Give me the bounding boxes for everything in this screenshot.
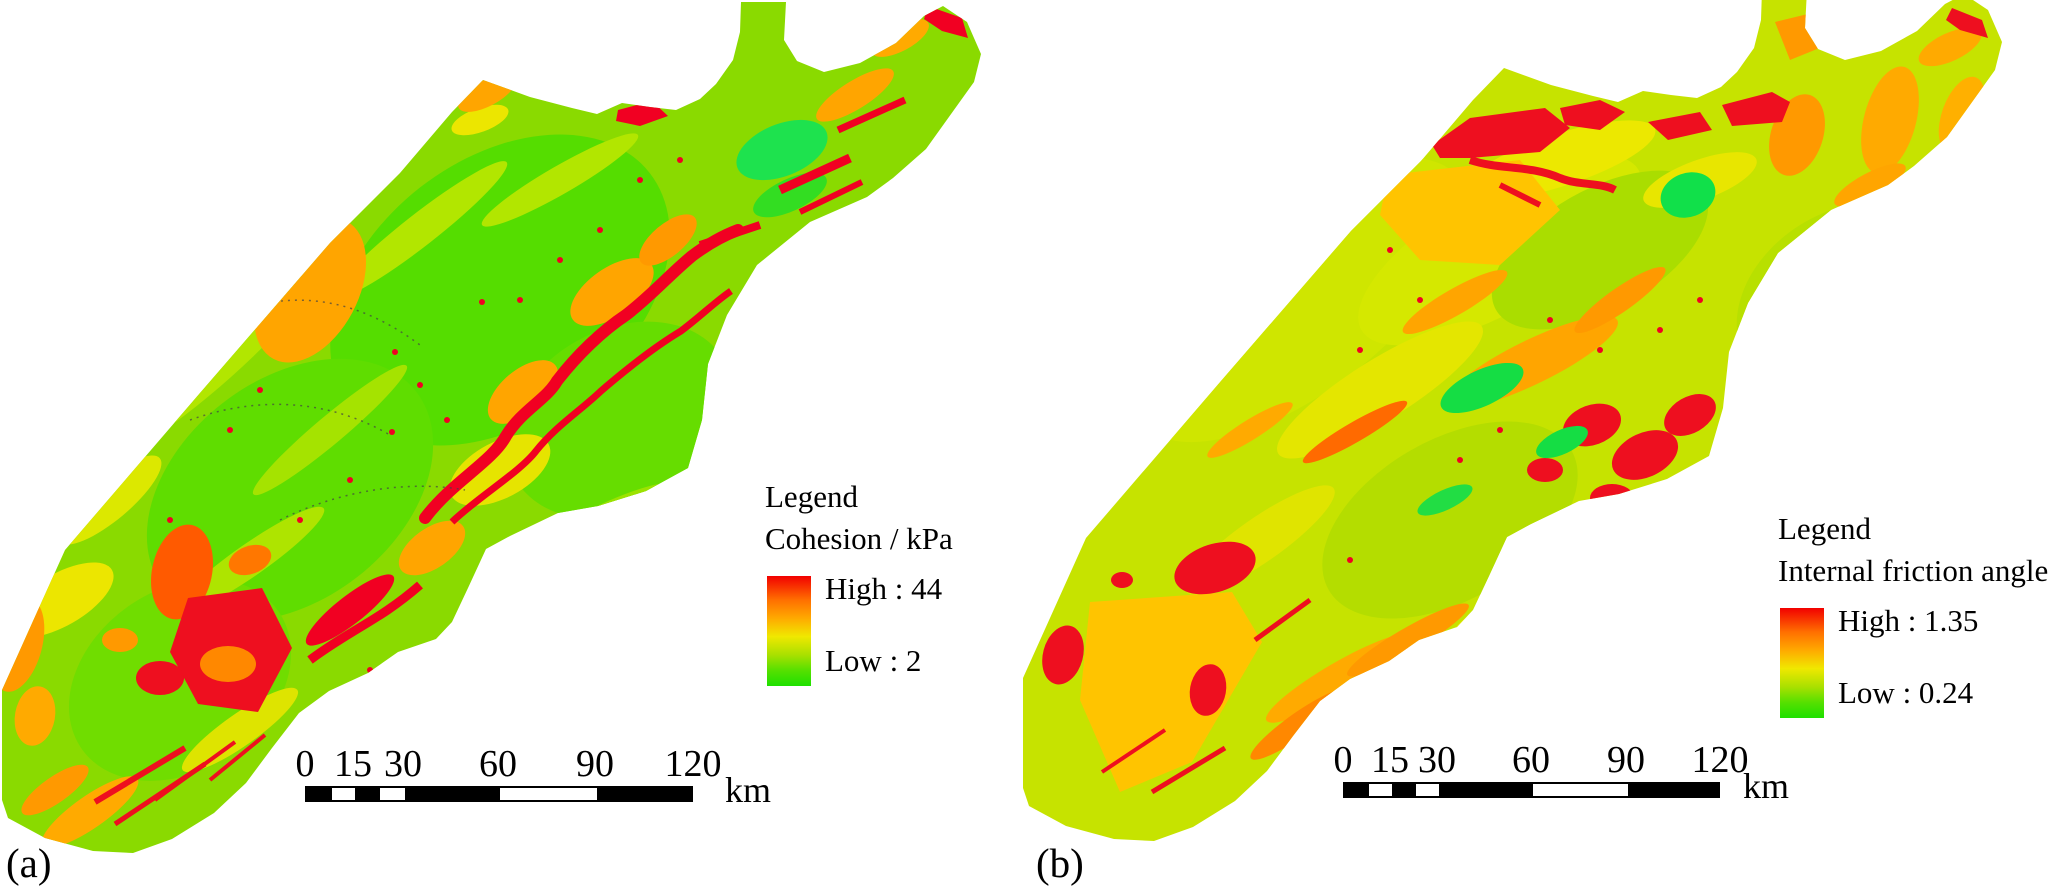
legend-a-color-ramp: [767, 576, 811, 686]
scale-b-unit: km: [1743, 766, 1790, 806]
scale-b-tick-60: 60: [1512, 739, 1550, 781]
legend-b-title: Legend: [1778, 511, 1871, 546]
scale-a-tick-0: 0: [295, 743, 315, 785]
scale-b-tick-120: 120: [1691, 739, 1749, 781]
scale-b-tick-90: 90: [1607, 739, 1645, 781]
scale-b-tick-30: 30: [1418, 739, 1456, 781]
scale-b-tick-15: 15: [1371, 739, 1409, 781]
panel-b-label: (b): [1036, 840, 1084, 886]
scale-a-tick-120: 120: [664, 743, 722, 785]
legend-a-low-label: Low : 2: [825, 643, 922, 678]
scale-b-tick-0: 0: [1333, 739, 1353, 781]
legend-a-high-label: High : 44: [825, 571, 943, 606]
legend-b: Legend Internal friction angle High : 1.…: [1778, 508, 2048, 724]
scale-a-tick-90: 90: [576, 743, 614, 785]
scale-a-tick-30: 30: [384, 743, 422, 785]
scale-a-bar: [305, 786, 693, 802]
legend-b-high-label: High : 1.35: [1838, 603, 1979, 638]
legend-a-title: Legend: [765, 479, 858, 514]
panel-a-label: (a): [6, 840, 52, 886]
legend-a: Legend Cohesion / kPa High : 44 Low : 2: [765, 476, 953, 692]
scale-a-tick-15: 15: [334, 743, 372, 785]
legend-b-color-ramp: [1780, 608, 1824, 718]
scale-a-unit: km: [725, 770, 772, 810]
legend-b-layer-name: Internal friction angle: [1778, 553, 2049, 588]
scale-a-tick-60: 60: [479, 743, 517, 785]
legend-b-low-label: Low : 0.24: [1838, 675, 1974, 710]
legend-a-layer-name: Cohesion / kPa: [765, 521, 953, 556]
scale-b-bar: [1343, 782, 1720, 798]
